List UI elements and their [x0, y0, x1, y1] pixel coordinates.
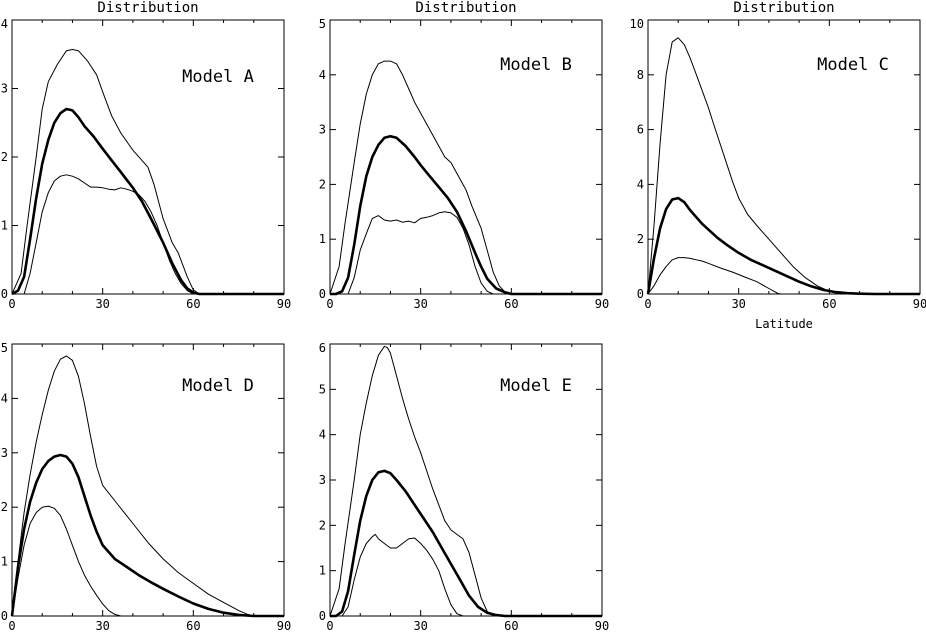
- y-tick-label: 0: [1, 609, 8, 623]
- x-tick-label: 0: [326, 619, 333, 633]
- chart-panel-1: 0 30 60 90 0 1 2 3 4 Distribution Model A: [1, 0, 291, 311]
- y-tick-label: 3: [1, 446, 8, 460]
- y-tick-label: 6: [637, 123, 644, 137]
- y-tick-label: 1: [319, 232, 326, 246]
- x-tick-label: 0: [8, 619, 15, 633]
- x-tick-label: 90: [595, 297, 609, 311]
- y-tick-label: 3: [1, 82, 8, 96]
- y-tick-label: 5: [319, 17, 326, 31]
- x-tick-label: 60: [504, 619, 518, 633]
- y-tick-label: 0: [319, 609, 326, 623]
- series-line-3: [11, 505, 284, 617]
- y-tick-label: 0: [1, 287, 8, 301]
- x-tick-label: 60: [822, 297, 836, 311]
- model-label: Model A: [182, 67, 254, 87]
- y-tick-label: 2: [1, 150, 8, 164]
- series-line-1: [329, 60, 602, 295]
- chart-panel-3: 0 30 60 90 0 2 4 6 8 10 Distribution Latitude Model …: [630, 0, 926, 331]
- y-tick-label: 4: [319, 68, 326, 82]
- x-tick-label: 30: [413, 297, 427, 311]
- y-tick-label: 0: [319, 287, 326, 301]
- y-tick-label: 4: [637, 177, 644, 191]
- y-tick-label: 10: [630, 17, 644, 31]
- series-line-2: [10, 453, 284, 618]
- series-line-1: [329, 345, 602, 617]
- y-tick-label: 4: [1, 391, 8, 405]
- model-label: Model C: [817, 55, 889, 75]
- chart-title: Distribution: [733, 0, 834, 16]
- model-label: Model E: [500, 376, 572, 396]
- y-tick-label: 5: [1, 341, 8, 355]
- x-tick-label: 60: [186, 619, 200, 633]
- y-tick-label: 3: [319, 473, 326, 487]
- series-line-3: [647, 257, 920, 295]
- y-tick-label: 4: [1, 17, 8, 31]
- y-tick-label: 4: [319, 428, 326, 442]
- x-tick-label: 90: [595, 619, 609, 633]
- plot-frame: [329, 19, 603, 295]
- x-tick-label: 90: [277, 619, 291, 633]
- chart-panel-2: 0 30 60 90 0 1 2 3 4 5 Distribution Model B: [319, 0, 609, 311]
- y-tick-label: 0: [637, 287, 644, 301]
- model-label: Model B: [500, 55, 572, 75]
- x-tick-label: 30: [413, 619, 427, 633]
- series-line-2: [11, 107, 284, 296]
- series-line-2: [646, 196, 920, 296]
- y-tick-label: 6: [319, 341, 326, 355]
- x-tick-label: 60: [504, 297, 518, 311]
- x-tick-label: 60: [186, 297, 200, 311]
- chart-panel-4: 0 30 60 90 0 1 2 3 4 5 Model D: [1, 341, 291, 633]
- y-tick-label: 2: [319, 177, 326, 191]
- plot-frame: [11, 19, 285, 295]
- series-line-2: [330, 469, 602, 618]
- y-tick-label: 1: [1, 555, 8, 569]
- y-tick-label: 1: [319, 564, 326, 578]
- series-line-3: [330, 211, 602, 295]
- y-tick-label: 5: [319, 382, 326, 396]
- series-line-2: [330, 134, 602, 296]
- y-tick-label: 2: [1, 500, 8, 514]
- series-line-3: [12, 174, 284, 295]
- series-line-1: [647, 37, 920, 295]
- series-line-3: [330, 533, 602, 617]
- y-tick-label: 1: [1, 219, 8, 233]
- x-axis-label: Latitude: [755, 317, 813, 331]
- x-tick-label: 30: [731, 297, 745, 311]
- x-tick-label: 30: [95, 619, 109, 633]
- x-tick-label: 30: [95, 297, 109, 311]
- y-tick-label: 2: [637, 232, 644, 246]
- x-tick-label: 0: [8, 297, 15, 311]
- chart-title: Distribution: [97, 0, 198, 16]
- x-tick-label: 0: [326, 297, 333, 311]
- y-tick-label: 2: [319, 518, 326, 532]
- x-tick-label: 90: [277, 297, 291, 311]
- y-tick-label: 3: [319, 123, 326, 137]
- y-tick-label: 8: [637, 68, 644, 82]
- series-line-1: [11, 355, 284, 617]
- x-tick-label: 90: [913, 297, 926, 311]
- chart-title: Distribution: [415, 0, 516, 16]
- chart-panel-5: 0 30 60 90 0 1 2 3 4 5 6 Model E: [319, 341, 609, 633]
- model-label: Model D: [182, 376, 254, 396]
- x-tick-label: 0: [644, 297, 651, 311]
